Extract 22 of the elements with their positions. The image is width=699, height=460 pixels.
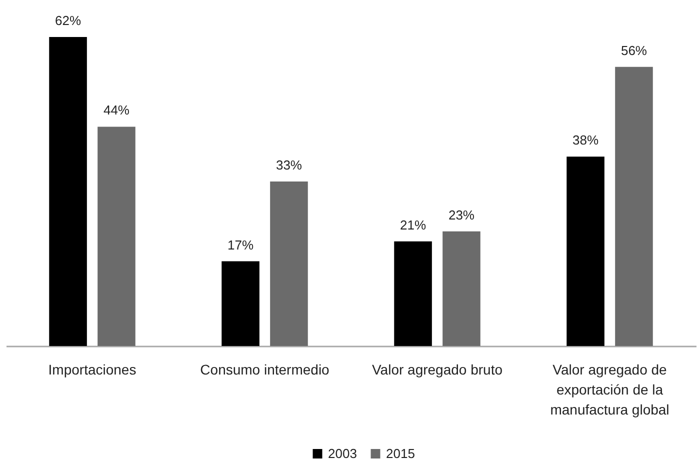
bar	[566, 156, 604, 346]
bar	[615, 66, 653, 346]
data-label: 38%	[572, 132, 599, 148]
bar	[442, 231, 480, 346]
bar	[222, 261, 260, 346]
legend-label: 2015	[386, 446, 415, 460]
bar	[49, 37, 87, 346]
x-tick-label: Consumo intermedio	[200, 362, 330, 378]
data-label: 56%	[620, 42, 648, 58]
x-tick-label: Valor agregado de exportación de la manufactura global	[550, 362, 670, 418]
bar	[394, 241, 432, 346]
legend-label: 2003	[328, 446, 357, 460]
data-label: 44%	[103, 102, 130, 118]
data-label: 17%	[228, 237, 254, 252]
data-label: 33%	[276, 158, 302, 173]
bar	[270, 182, 308, 346]
x-tick-label: Valor agregado bruto	[372, 362, 503, 378]
data-label: 23%	[448, 207, 475, 222]
bar	[98, 126, 136, 346]
data-label: 21%	[400, 217, 426, 232]
x-tick-label: Importaciones	[48, 362, 136, 378]
data-label: 62%	[55, 13, 82, 28]
